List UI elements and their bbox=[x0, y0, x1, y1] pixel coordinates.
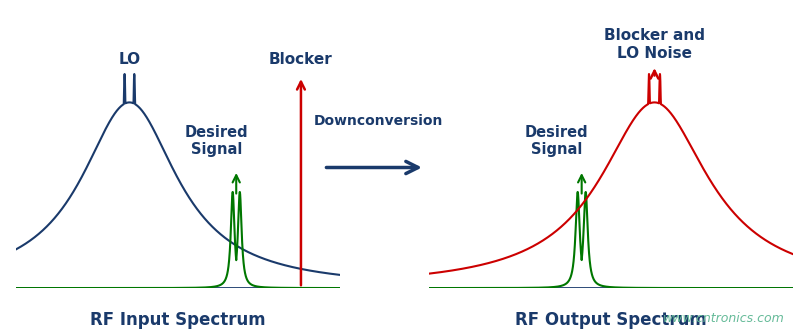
Text: Desired
Signal: Desired Signal bbox=[524, 125, 588, 157]
Text: RF Input Spectrum: RF Input Spectrum bbox=[90, 311, 266, 329]
Text: LO: LO bbox=[118, 53, 141, 67]
Text: Desired
Signal: Desired Signal bbox=[185, 125, 248, 157]
Text: www.cntronics.com: www.cntronics.com bbox=[663, 312, 785, 325]
Text: Blocker: Blocker bbox=[269, 53, 332, 67]
Text: Blocker and
LO Noise: Blocker and LO Noise bbox=[604, 28, 705, 61]
Text: RF Output Spectrum: RF Output Spectrum bbox=[515, 311, 707, 329]
Text: Downconversion: Downconversion bbox=[314, 114, 443, 128]
